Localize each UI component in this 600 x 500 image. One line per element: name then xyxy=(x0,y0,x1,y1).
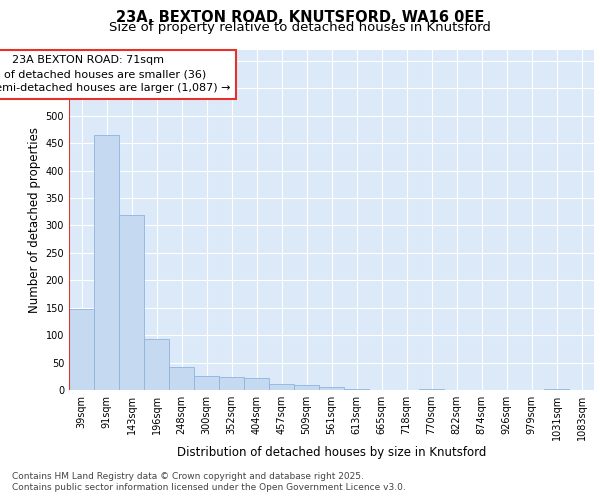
Bar xyxy=(119,214,144,390)
Text: 23A, BEXTON ROAD, KNUTSFORD, WA16 0EE: 23A, BEXTON ROAD, KNUTSFORD, WA16 0EE xyxy=(116,10,484,25)
Bar xyxy=(269,384,294,390)
Bar xyxy=(194,376,219,390)
Bar xyxy=(219,378,244,390)
Bar xyxy=(344,389,369,390)
Text: Size of property relative to detached houses in Knutsford: Size of property relative to detached ho… xyxy=(109,22,491,35)
Bar xyxy=(319,388,344,390)
Y-axis label: Number of detached properties: Number of detached properties xyxy=(28,127,41,313)
Bar xyxy=(294,384,319,390)
X-axis label: Distribution of detached houses by size in Knutsford: Distribution of detached houses by size … xyxy=(177,446,486,458)
Bar xyxy=(144,339,169,390)
Text: Contains public sector information licensed under the Open Government Licence v3: Contains public sector information licen… xyxy=(12,483,406,492)
Text: 23A BEXTON ROAD: 71sqm
← 3% of detached houses are smaller (36)
96% of semi-deta: 23A BEXTON ROAD: 71sqm ← 3% of detached … xyxy=(0,56,230,94)
Text: Contains HM Land Registry data © Crown copyright and database right 2025.: Contains HM Land Registry data © Crown c… xyxy=(12,472,364,481)
Bar xyxy=(69,309,94,390)
Bar xyxy=(169,367,194,390)
Bar xyxy=(244,378,269,390)
Bar xyxy=(94,135,119,390)
